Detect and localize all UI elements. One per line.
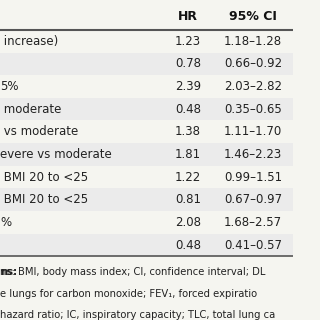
Text: 1.22: 1.22 — [175, 171, 201, 184]
FancyBboxPatch shape — [0, 211, 293, 234]
FancyBboxPatch shape — [0, 52, 293, 75]
Text: 0.66–0.92: 0.66–0.92 — [224, 57, 282, 70]
Text: HR: HR — [178, 10, 198, 23]
FancyBboxPatch shape — [0, 120, 293, 143]
FancyBboxPatch shape — [0, 143, 293, 166]
Text: 1.38: 1.38 — [175, 125, 201, 138]
Text: 5%: 5% — [0, 80, 19, 93]
Text: BMI 20 to <25: BMI 20 to <25 — [0, 193, 88, 206]
Text: 0.48: 0.48 — [175, 103, 201, 116]
Text: 0.81: 0.81 — [175, 193, 201, 206]
Text: hazard ratio; IC, inspiratory capacity; TLC, total lung ca: hazard ratio; IC, inspiratory capacity; … — [0, 310, 275, 320]
Text: 1.46–2.23: 1.46–2.23 — [224, 148, 282, 161]
Text: 1.11–1.70: 1.11–1.70 — [224, 125, 282, 138]
Text: 0.78: 0.78 — [175, 57, 201, 70]
Text: 0.41–0.57: 0.41–0.57 — [224, 238, 282, 252]
Text: moderate: moderate — [0, 103, 61, 116]
Text: 2.08: 2.08 — [175, 216, 201, 229]
Text: 95% CI: 95% CI — [229, 10, 277, 23]
Text: ns: BMI, body mass index; CI, confidence interval; DL: ns: BMI, body mass index; CI, confidence… — [0, 268, 265, 277]
Text: 1.68–2.57: 1.68–2.57 — [224, 216, 282, 229]
Text: 1.81: 1.81 — [175, 148, 201, 161]
Text: 0.99–1.51: 0.99–1.51 — [224, 171, 282, 184]
Text: vs moderate: vs moderate — [0, 125, 78, 138]
Text: 0.48: 0.48 — [175, 238, 201, 252]
Text: 2.39: 2.39 — [175, 80, 201, 93]
Text: evere vs moderate: evere vs moderate — [0, 148, 112, 161]
Text: 0.67–0.97: 0.67–0.97 — [224, 193, 282, 206]
Text: 1.18–1.28: 1.18–1.28 — [224, 35, 282, 48]
FancyBboxPatch shape — [0, 166, 293, 188]
FancyBboxPatch shape — [0, 98, 293, 120]
Text: BMI 20 to <25: BMI 20 to <25 — [0, 171, 88, 184]
FancyBboxPatch shape — [0, 3, 293, 30]
Text: increase): increase) — [0, 35, 58, 48]
Text: e lungs for carbon monoxide; FEV₁, forced expiratio: e lungs for carbon monoxide; FEV₁, force… — [0, 289, 257, 299]
FancyBboxPatch shape — [0, 30, 293, 52]
Text: ns:: ns: — [0, 268, 17, 277]
FancyBboxPatch shape — [0, 234, 293, 256]
Text: 2.03–2.82: 2.03–2.82 — [224, 80, 282, 93]
Text: 1.23: 1.23 — [175, 35, 201, 48]
FancyBboxPatch shape — [0, 75, 293, 98]
Text: 0.35–0.65: 0.35–0.65 — [224, 103, 282, 116]
Text: %: % — [0, 216, 11, 229]
FancyBboxPatch shape — [0, 188, 293, 211]
